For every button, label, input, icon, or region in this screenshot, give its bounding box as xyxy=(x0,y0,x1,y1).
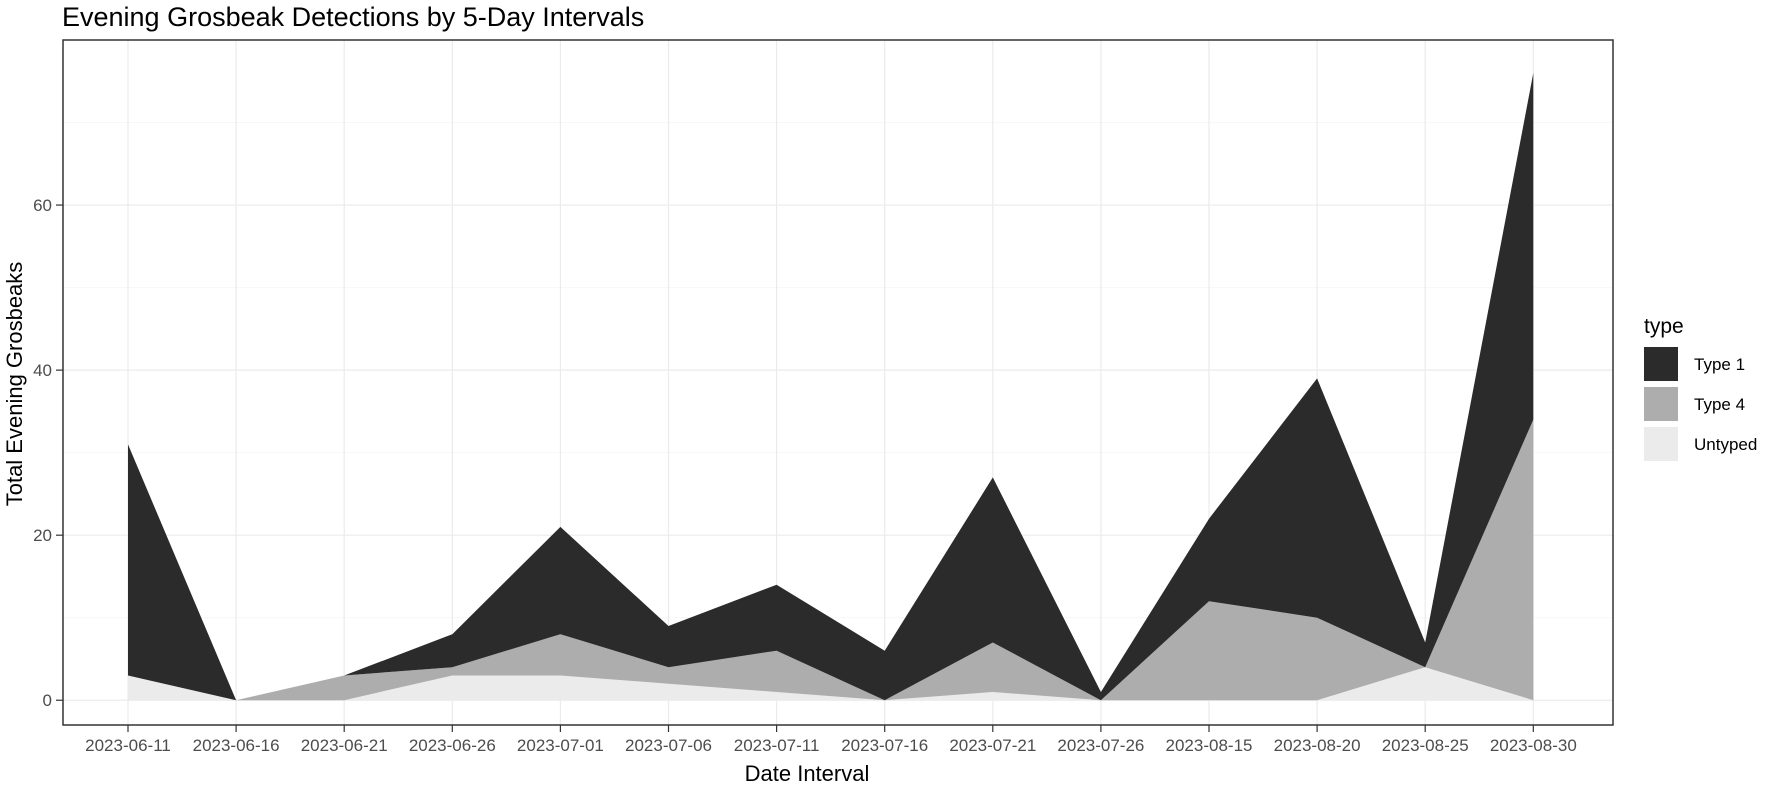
x-tick-label: 2023-07-11 xyxy=(734,736,820,755)
x-axis: 2023-06-11 2023-06-16 2023-06-21 2023-06-26… xyxy=(85,725,1577,755)
x-tick-label: 2023-06-16 xyxy=(193,736,280,755)
x-tick-label: 2023-08-15 xyxy=(1166,736,1253,755)
legend-key-type-4 xyxy=(1644,387,1678,421)
x-tick-label: 2023-07-21 xyxy=(949,736,1036,755)
legend-key-untyped xyxy=(1644,427,1678,461)
area-series-type-1 xyxy=(128,73,1534,701)
x-tick-label: 2023-07-06 xyxy=(625,736,712,755)
x-tick-label: 2023-08-20 xyxy=(1274,736,1361,755)
x-tick-label: 2023-06-26 xyxy=(409,736,496,755)
y-tick-label: 0 xyxy=(43,691,52,710)
legend-label-type-1: Type 1 xyxy=(1694,355,1745,374)
area-series-untyped xyxy=(128,667,1534,701)
y-tick-label: 40 xyxy=(33,361,52,380)
chart-title: Evening Grosbeak Detections by 5-Day Int… xyxy=(62,2,644,32)
y-tick-label: 20 xyxy=(33,526,52,545)
legend-label-type-4: Type 4 xyxy=(1694,395,1745,414)
x-tick-label: 2023-08-25 xyxy=(1382,736,1469,755)
legend-key-type-1 xyxy=(1644,347,1678,381)
plot-border xyxy=(62,39,1614,726)
area-series-type-4 xyxy=(128,419,1534,701)
x-tick-label: 2023-07-16 xyxy=(841,736,928,755)
legend: type Type 1 Type 4 Untyped xyxy=(1644,315,1757,461)
x-tick-label: 2023-06-11 xyxy=(85,736,171,755)
legend-label-untyped: Untyped xyxy=(1694,435,1757,454)
x-axis-title: Date Interval xyxy=(745,761,870,786)
y-tick-label: 60 xyxy=(33,196,52,215)
x-tick-label: 2023-08-30 xyxy=(1490,736,1577,755)
y-axis: 0 20 40 60 xyxy=(33,196,63,710)
x-tick-label: 2023-07-01 xyxy=(517,736,604,755)
x-tick-label: 2023-07-26 xyxy=(1057,736,1144,755)
plot-area xyxy=(62,39,1614,726)
x-tick-label: 2023-06-21 xyxy=(301,736,388,755)
y-axis-title: Total Evening Grosbeaks xyxy=(2,262,27,507)
legend-title: type xyxy=(1644,315,1684,338)
